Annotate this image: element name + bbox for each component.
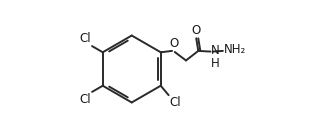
Text: H: H (211, 57, 220, 70)
Text: Cl: Cl (169, 96, 181, 109)
Text: O: O (169, 37, 178, 50)
Text: Cl: Cl (80, 93, 91, 106)
Text: NH₂: NH₂ (224, 43, 246, 56)
Text: Cl: Cl (80, 32, 91, 45)
Text: N: N (211, 44, 220, 57)
Text: O: O (192, 24, 201, 37)
